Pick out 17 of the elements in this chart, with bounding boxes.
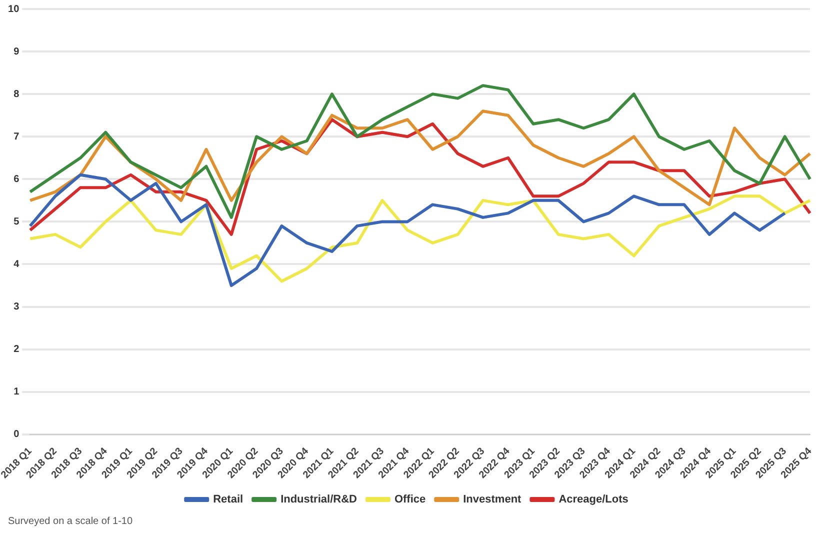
y-tick-label: 5	[14, 216, 20, 228]
y-tick-label: 8	[14, 88, 20, 100]
legend-label: Investment	[463, 494, 522, 506]
y-tick-label: 0	[14, 429, 20, 440]
y-tick-label: 10	[8, 4, 20, 15]
legend-label: Acreage/Lots	[558, 494, 628, 506]
y-tick-label: 3	[14, 302, 20, 313]
legend-label: Industrial/R&D	[280, 494, 358, 506]
y-tick-label: 1	[14, 386, 20, 398]
y-tick-label: 9	[14, 46, 20, 58]
text: Surveyed on a scale of 1-10	[8, 516, 133, 527]
legend-label: Office	[394, 494, 426, 506]
y-tick-label: 7	[14, 131, 20, 142]
y-tick-label: 2	[14, 344, 20, 356]
y-tick-label: 6	[14, 174, 20, 185]
legend-label: Retail	[213, 494, 244, 506]
y-tick-label: 4	[14, 258, 20, 270]
